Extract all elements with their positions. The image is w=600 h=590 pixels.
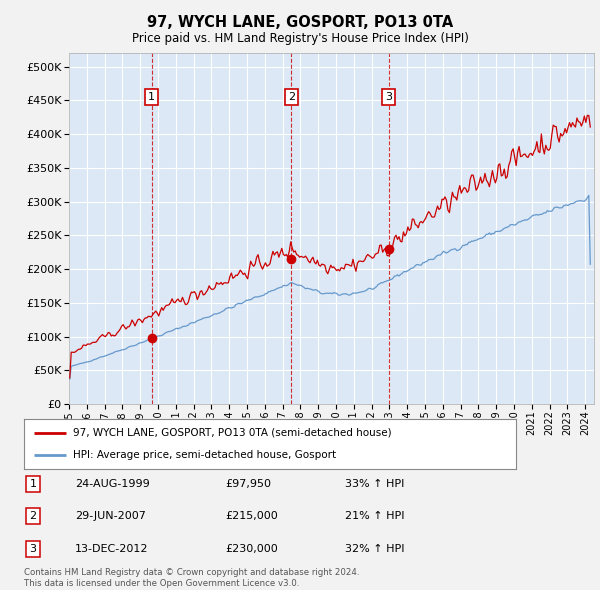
Text: 97, WYCH LANE, GOSPORT, PO13 0TA: 97, WYCH LANE, GOSPORT, PO13 0TA bbox=[147, 15, 453, 30]
Text: £97,950: £97,950 bbox=[225, 479, 271, 489]
Text: 2: 2 bbox=[288, 92, 295, 102]
Text: 24-AUG-1999: 24-AUG-1999 bbox=[75, 479, 150, 489]
Text: 32% ↑ HPI: 32% ↑ HPI bbox=[345, 544, 404, 553]
Text: Contains HM Land Registry data © Crown copyright and database right 2024.
This d: Contains HM Land Registry data © Crown c… bbox=[24, 568, 359, 588]
Text: Price paid vs. HM Land Registry's House Price Index (HPI): Price paid vs. HM Land Registry's House … bbox=[131, 32, 469, 45]
Text: 1: 1 bbox=[29, 479, 37, 489]
Text: £215,000: £215,000 bbox=[225, 512, 278, 521]
Text: 1: 1 bbox=[148, 92, 155, 102]
Text: 2: 2 bbox=[29, 512, 37, 521]
Text: HPI: Average price, semi-detached house, Gosport: HPI: Average price, semi-detached house,… bbox=[73, 450, 337, 460]
Text: 3: 3 bbox=[29, 544, 37, 553]
Text: 29-JUN-2007: 29-JUN-2007 bbox=[75, 512, 146, 521]
Text: 13-DEC-2012: 13-DEC-2012 bbox=[75, 544, 149, 553]
Text: £230,000: £230,000 bbox=[225, 544, 278, 553]
Text: 97, WYCH LANE, GOSPORT, PO13 0TA (semi-detached house): 97, WYCH LANE, GOSPORT, PO13 0TA (semi-d… bbox=[73, 428, 392, 438]
Text: 33% ↑ HPI: 33% ↑ HPI bbox=[345, 479, 404, 489]
Text: 21% ↑ HPI: 21% ↑ HPI bbox=[345, 512, 404, 521]
Text: 3: 3 bbox=[385, 92, 392, 102]
